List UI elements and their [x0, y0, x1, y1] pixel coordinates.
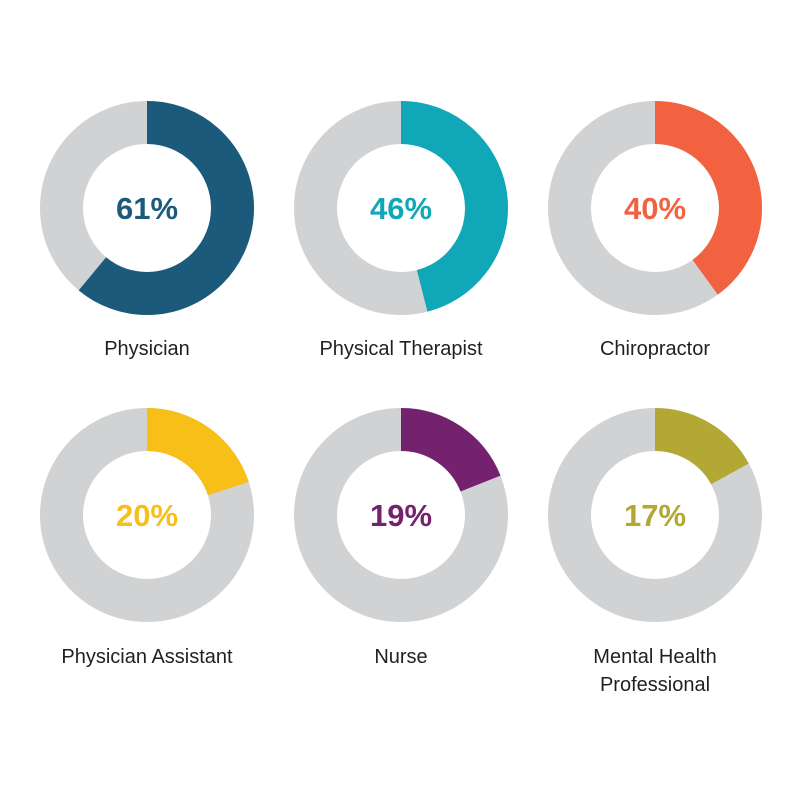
donut-value-arc — [548, 101, 762, 315]
donut-category-label: Chiropractor — [599, 338, 711, 360]
donut-value-arc — [548, 408, 762, 622]
donut-category-label: Physical Therapist — [319, 338, 483, 360]
donut-svg: 40% — [548, 101, 762, 315]
donut-chart: 61% Physician — [32, 93, 262, 393]
donut-value-arc — [40, 101, 254, 315]
donut-svg: 17% — [548, 408, 762, 622]
donut-svg: 20% — [40, 408, 254, 622]
donut-category-label: Physician Assistant — [61, 646, 233, 668]
donut-chart: 46% Physical Therapist — [286, 93, 516, 393]
donut-percent-label: 61% — [116, 191, 178, 226]
donut-value-arc — [294, 408, 508, 622]
donut-svg: 46% — [294, 101, 508, 315]
donut-svg: 61% — [40, 101, 254, 315]
donut-chart: 20% Physician Assistant — [32, 400, 262, 700]
donut-percent-label: 20% — [116, 498, 178, 533]
donut-svg: 19% — [294, 408, 508, 622]
donut-category-label: Physician — [104, 338, 190, 360]
donut-category-label: Nurse — [374, 646, 428, 668]
donut-category-label: Mental Health Professional — [593, 646, 717, 696]
donut-percent-label: 19% — [370, 498, 432, 533]
donut-value-arc — [40, 408, 254, 622]
donut-chart: 17% Mental Health Professional — [540, 400, 770, 700]
donut-chart: 40% Chiropractor — [540, 93, 770, 393]
donut-percent-label: 46% — [370, 191, 432, 226]
donut-percent-label: 40% — [624, 191, 686, 226]
donut-chart: 19% Nurse — [286, 400, 516, 700]
donut-percent-label: 17% — [624, 498, 686, 533]
donut-value-arc — [294, 101, 508, 315]
